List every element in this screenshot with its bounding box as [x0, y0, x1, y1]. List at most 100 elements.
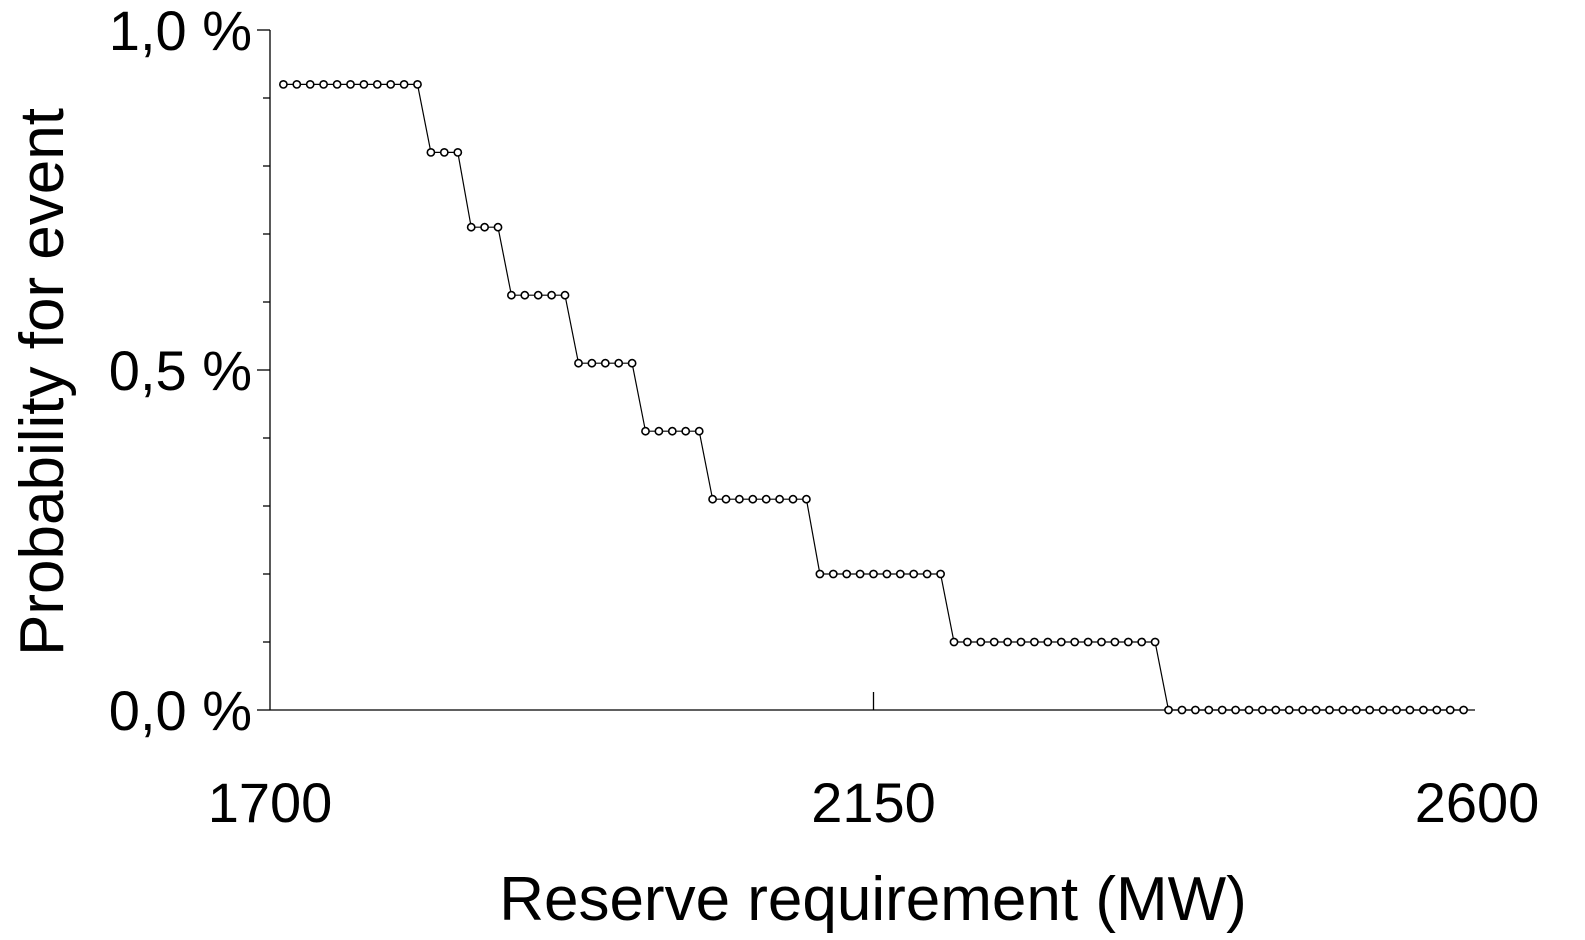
- data-point: [735, 494, 744, 504]
- data-point: [560, 290, 570, 300]
- data-point: [1231, 705, 1240, 715]
- data-point: [815, 569, 825, 579]
- data-point: [292, 80, 302, 89]
- data-point: [895, 569, 905, 579]
- data-point: [1298, 705, 1308, 715]
- data-point: [627, 358, 637, 368]
- data-point: [1432, 705, 1442, 715]
- data-point: [1378, 705, 1388, 715]
- data-point: [708, 494, 717, 504]
- data-point: [828, 569, 838, 579]
- data-point: [359, 80, 369, 89]
- data-point: [1244, 705, 1254, 715]
- data-point: [587, 358, 597, 368]
- x-tick-label: 2600: [1415, 771, 1540, 834]
- y-tick-label: 0,5 %: [109, 339, 252, 402]
- data-point: [399, 80, 409, 89]
- data-point: [1217, 705, 1227, 715]
- data-point: [1351, 705, 1361, 715]
- x-tick-label: 2150: [811, 771, 936, 834]
- data-point: [1110, 637, 1120, 647]
- data-point: [694, 426, 704, 436]
- data-point: [278, 80, 288, 89]
- data-point: [869, 569, 878, 579]
- data-point: [681, 426, 691, 436]
- data-point: [547, 290, 556, 300]
- data-point: [493, 222, 503, 232]
- data-point: [533, 290, 543, 300]
- data-point: [842, 569, 852, 579]
- axes: [269, 30, 1475, 711]
- data-point: [1191, 705, 1200, 715]
- data-point: [386, 80, 396, 89]
- data-point: [1070, 637, 1080, 647]
- data-point: [520, 290, 530, 300]
- data-point: [641, 426, 650, 436]
- data-point: [667, 426, 677, 436]
- data-point: [1030, 637, 1039, 647]
- data-point: [1123, 637, 1133, 647]
- data-point: [506, 290, 516, 300]
- data-point: [1365, 705, 1375, 715]
- data-point: [574, 358, 583, 368]
- data-point: [922, 569, 932, 579]
- data-point: [775, 494, 784, 504]
- data-point: [466, 222, 476, 232]
- data-point: [989, 637, 999, 647]
- data-point: [1459, 705, 1468, 715]
- data-point: [721, 494, 731, 504]
- data-point: [1311, 705, 1321, 715]
- series-line: [283, 83, 1464, 711]
- data-point: [936, 569, 945, 579]
- data-point: [372, 80, 382, 89]
- data-point: [600, 358, 610, 368]
- data-point: [949, 637, 959, 647]
- data-point: [802, 494, 811, 504]
- data-point: [1325, 705, 1334, 715]
- data-point: [654, 426, 664, 436]
- data-point: [1003, 637, 1012, 647]
- data-point: [761, 494, 771, 504]
- x-axis-title: Reserve requirement (MW): [499, 865, 1247, 934]
- data-point: [1164, 705, 1173, 715]
- data-point: [1177, 705, 1187, 715]
- data-point: [1271, 705, 1281, 715]
- data-point: [319, 80, 328, 89]
- y-tick-label: 1,0 %: [109, 0, 252, 62]
- series-group: [278, 80, 1468, 715]
- data-point: [963, 637, 972, 647]
- data-point: [882, 569, 892, 579]
- data-point: [426, 147, 436, 157]
- data-point: [1338, 705, 1348, 715]
- data-point: [1056, 637, 1066, 647]
- data-point: [413, 80, 422, 89]
- data-point: [1150, 637, 1160, 647]
- y-axis-title: Probability for event: [8, 108, 77, 656]
- data-point: [1137, 637, 1147, 647]
- data-point: [305, 80, 315, 89]
- data-point: [614, 358, 624, 368]
- x-tick-label: 1700: [208, 771, 333, 834]
- data-point: [788, 494, 798, 504]
- data-point: [1016, 637, 1026, 647]
- data-point: [1043, 637, 1053, 647]
- data-point: [976, 637, 986, 647]
- data-point: [1419, 705, 1428, 715]
- data-point: [332, 80, 342, 89]
- data-point: [1204, 705, 1214, 715]
- data-point: [1097, 637, 1106, 647]
- data-point: [1083, 637, 1093, 647]
- data-point: [1284, 705, 1294, 715]
- data-point: [480, 222, 489, 232]
- data-point: [1405, 705, 1415, 715]
- y-tick-label: 0,0 %: [109, 679, 252, 742]
- data-point: [346, 80, 355, 89]
- data-point: [439, 147, 449, 157]
- ticks: 0,0 % 0,5 % 1,0 % 1700 2150 2600: [109, 0, 1539, 834]
- data-point: [748, 494, 758, 504]
- data-point: [1258, 705, 1267, 715]
- data-point: [855, 569, 865, 579]
- data-point: [909, 569, 919, 579]
- data-point: [1445, 705, 1455, 715]
